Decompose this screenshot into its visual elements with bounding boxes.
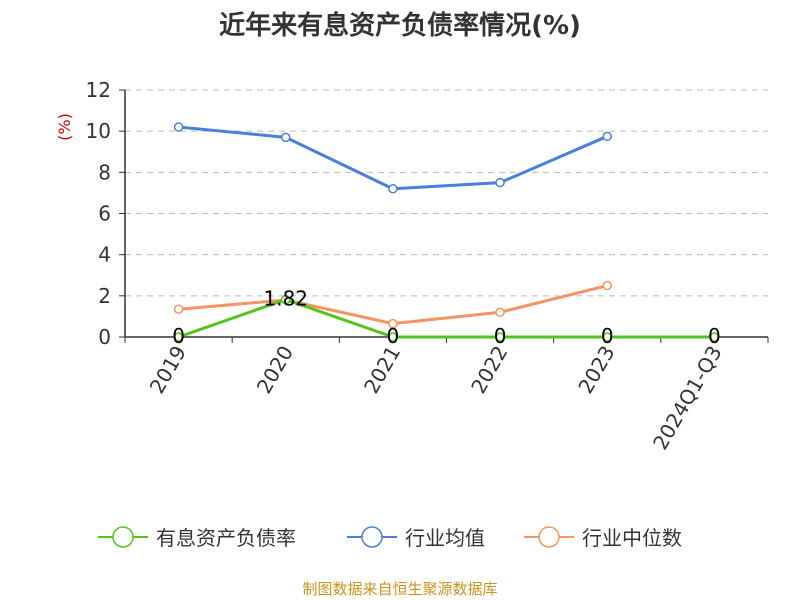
series-line — [178, 298, 715, 339]
data-point — [388, 332, 398, 342]
data-point — [495, 307, 505, 318]
data-point — [709, 332, 720, 342]
series-2 — [173, 280, 612, 329]
legend-label: 行业中位数 — [582, 526, 682, 550]
data-label: 0 — [708, 324, 721, 348]
legend-label: 行业均值 — [405, 526, 485, 550]
legend-marker — [361, 526, 383, 548]
data-point — [602, 332, 612, 342]
data-point — [388, 318, 398, 329]
data-point — [281, 132, 291, 143]
y-tick-label: 6 — [98, 202, 111, 226]
legend-item[interactable]: 行业中位数 — [524, 526, 682, 550]
x-tick-label: 2019 — [145, 342, 191, 398]
y-tick-label: 0 — [98, 325, 111, 349]
x-tick-label: 2020 — [252, 342, 298, 398]
data-point — [173, 304, 184, 314]
y-tick-label: 8 — [98, 160, 111, 184]
data-point — [602, 280, 612, 291]
series-0: 0 1.82 0 0 0 0 — [172, 287, 721, 348]
data-label: 0 — [494, 324, 507, 348]
y-axis-label: (%) — [55, 113, 74, 141]
data-point — [495, 332, 505, 342]
y-tick-label: 10 — [86, 119, 111, 143]
data-point — [281, 294, 291, 305]
y-tick-label: 12 — [86, 78, 111, 102]
series-1 — [173, 122, 612, 194]
data-point — [495, 177, 505, 188]
data-label: 0 — [172, 324, 185, 348]
legend-marker — [538, 526, 560, 548]
y-tick-label: 2 — [98, 284, 111, 308]
legend-item[interactable]: 行业均值 — [347, 526, 485, 550]
chart-title: 近年来有息资产负债率情况(%) — [219, 10, 581, 41]
y-tick-label: 4 — [98, 243, 111, 267]
series-line — [178, 284, 608, 326]
legend-item[interactable]: 有息资产负债率 — [98, 526, 296, 550]
x-tick-label: 2021 — [359, 342, 405, 398]
legend-label: 有息资产负债率 — [156, 526, 296, 550]
data-point — [173, 122, 184, 132]
data-point — [602, 131, 612, 142]
series-line — [178, 125, 608, 191]
series-group: 0 1.82 0 0 0 0 — [172, 122, 721, 348]
data-label: 0 — [387, 324, 400, 348]
data-point — [388, 184, 398, 194]
data-point — [173, 332, 184, 342]
data-label: 1.82 — [263, 287, 308, 311]
source-note: 制图数据来自恒生聚源数据库 — [302, 580, 497, 598]
x-tick-label: 2024Q1-Q3 — [648, 342, 727, 454]
x-tick-label: 2023 — [573, 342, 619, 398]
data-label: 0 — [601, 324, 614, 348]
axes: 0 2 4 6 8 10 12 2019 2020 2021 2022 2023 2024Q1-Q3 — [86, 78, 769, 454]
legend-marker — [112, 526, 134, 548]
x-tick-label: 2022 — [466, 342, 512, 398]
gridlines — [125, 89, 768, 297]
legend[interactable]: 有息资产负债率 行业均值 行业中位数 — [98, 526, 682, 550]
